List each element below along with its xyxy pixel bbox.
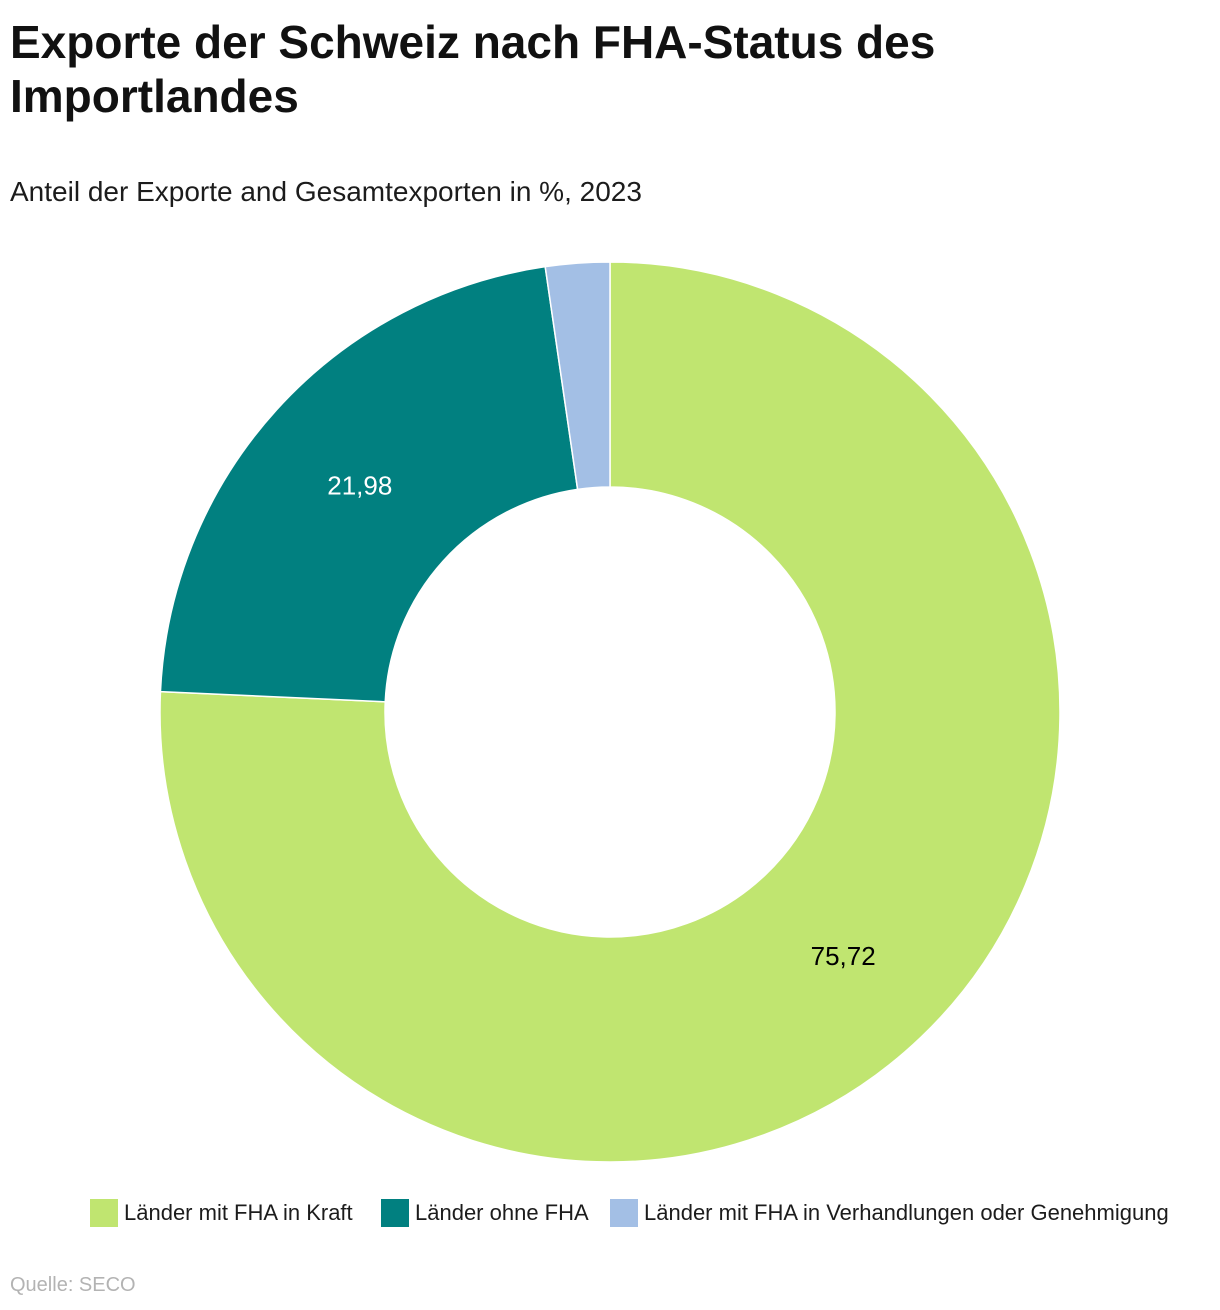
chart-legend: Länder mit FHA in Kraft Länder ohne FHA …: [0, 1199, 1220, 1227]
legend-label: Länder mit FHA in Verhandlungen oder Gen…: [644, 1200, 1169, 1225]
legend-item-ohne-fha: Länder ohne FHA: [381, 1199, 589, 1227]
legend-swatch: [90, 1199, 118, 1227]
source-note: Quelle: SECO: [10, 1274, 136, 1296]
chart-title: Exporte der Schweiz nach FHA-Status des …: [10, 16, 936, 122]
slice-value-label: 75,72: [811, 941, 876, 971]
legend-item-fha-in-verhandlungen: Länder mit FHA in Verhandlungen oder Gen…: [610, 1199, 1169, 1227]
donut-chart: 75,72 21,98: [159, 261, 1061, 1163]
chart-subtitle: Anteil der Exporte and Gesamtexporten in…: [10, 176, 642, 207]
legend-label: Länder ohne FHA: [415, 1200, 589, 1225]
legend-swatch: [610, 1199, 638, 1227]
donut-slice-1: [159, 261, 1061, 1163]
slice-value-label: 21,98: [327, 470, 392, 500]
donut-slice-3: [544, 261, 611, 491]
legend-swatch: [381, 1199, 409, 1227]
legend-item-fha-in-kraft: Länder mit FHA in Kraft: [90, 1199, 353, 1227]
donut-slice-2: [159, 265, 579, 703]
legend-label: Länder mit FHA in Kraft: [124, 1200, 353, 1225]
